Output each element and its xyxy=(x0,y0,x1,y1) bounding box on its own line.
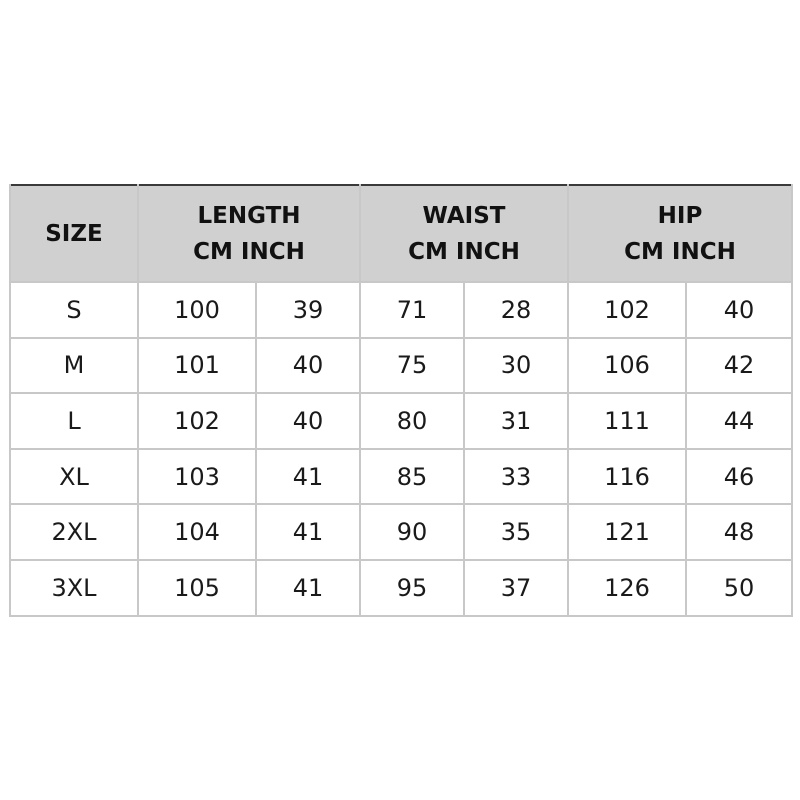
size-cell: XL xyxy=(9,447,139,506)
table-row: 3XL 105 41 95 37 126 50 xyxy=(9,558,793,617)
hip-cm-cell: 102 xyxy=(567,281,687,339)
table-row: M 101 40 75 30 106 42 xyxy=(9,336,793,395)
length-inch-cell: 41 xyxy=(255,503,361,561)
table-row: 2XL 104 41 90 35 121 48 xyxy=(9,503,793,561)
size-cell: 2XL xyxy=(9,503,139,561)
size-cell: L xyxy=(9,392,139,450)
waist-cm-cell: 85 xyxy=(359,447,465,506)
hip-inch-cell: 48 xyxy=(685,503,793,561)
hip-header: HIP CM INCH xyxy=(567,185,793,283)
hip-cm-cell: 126 xyxy=(567,558,687,617)
hip-inch-cell: 40 xyxy=(685,281,793,339)
waist-header: WAIST CM INCH xyxy=(359,185,569,283)
table-row: XL 103 41 85 33 116 46 xyxy=(9,447,793,506)
hip-cm-cell: 121 xyxy=(567,503,687,561)
size-cell: S xyxy=(9,281,139,339)
waist-inch-cell: 28 xyxy=(463,281,569,339)
length-cm-cell: 104 xyxy=(137,503,257,561)
waist-cm-cell: 75 xyxy=(359,336,465,395)
waist-cm-cell: 71 xyxy=(359,281,465,339)
hip-inch-cell: 44 xyxy=(685,392,793,450)
length-cm-cell: 101 xyxy=(137,336,257,395)
length-inch-cell: 40 xyxy=(255,392,361,450)
hip-inch-cell: 50 xyxy=(685,558,793,617)
size-chart-table: SIZE LENGTH CM INCH WAIST CM INCH HIP CM IN… xyxy=(9,184,793,617)
length-cm-cell: 100 xyxy=(137,281,257,339)
hip-cm-cell: 106 xyxy=(567,336,687,395)
waist-cm-cell: 80 xyxy=(359,392,465,450)
size-cell: 3XL xyxy=(9,558,139,617)
waist-inch-cell: 30 xyxy=(463,336,569,395)
length-inch-cell: 41 xyxy=(255,558,361,617)
length-inch-cell: 40 xyxy=(255,336,361,395)
length-cm-cell: 103 xyxy=(137,447,257,506)
size-header: SIZE xyxy=(9,185,139,283)
size-cell: M xyxy=(9,336,139,395)
waist-inch-cell: 33 xyxy=(463,447,569,506)
waist-cm-cell: 95 xyxy=(359,558,465,617)
length-cm-cell: 105 xyxy=(137,558,257,617)
length-header: LENGTH CM INCH xyxy=(137,185,361,283)
waist-inch-cell: 35 xyxy=(463,503,569,561)
header-row: SIZE LENGTH CM INCH WAIST CM INCH HIP CM IN… xyxy=(9,185,793,283)
waist-inch-cell: 37 xyxy=(463,558,569,617)
hip-inch-cell: 42 xyxy=(685,336,793,395)
length-cm-cell: 102 xyxy=(137,392,257,450)
hip-cm-cell: 116 xyxy=(567,447,687,506)
hip-inch-cell: 46 xyxy=(685,447,793,506)
waist-cm-cell: 90 xyxy=(359,503,465,561)
waist-inch-cell: 31 xyxy=(463,392,569,450)
hip-cm-cell: 111 xyxy=(567,392,687,450)
table-row: L 102 40 80 31 111 44 xyxy=(9,392,793,450)
length-inch-cell: 41 xyxy=(255,447,361,506)
table-row: S 100 39 71 28 102 40 xyxy=(9,281,793,339)
length-inch-cell: 39 xyxy=(255,281,361,339)
